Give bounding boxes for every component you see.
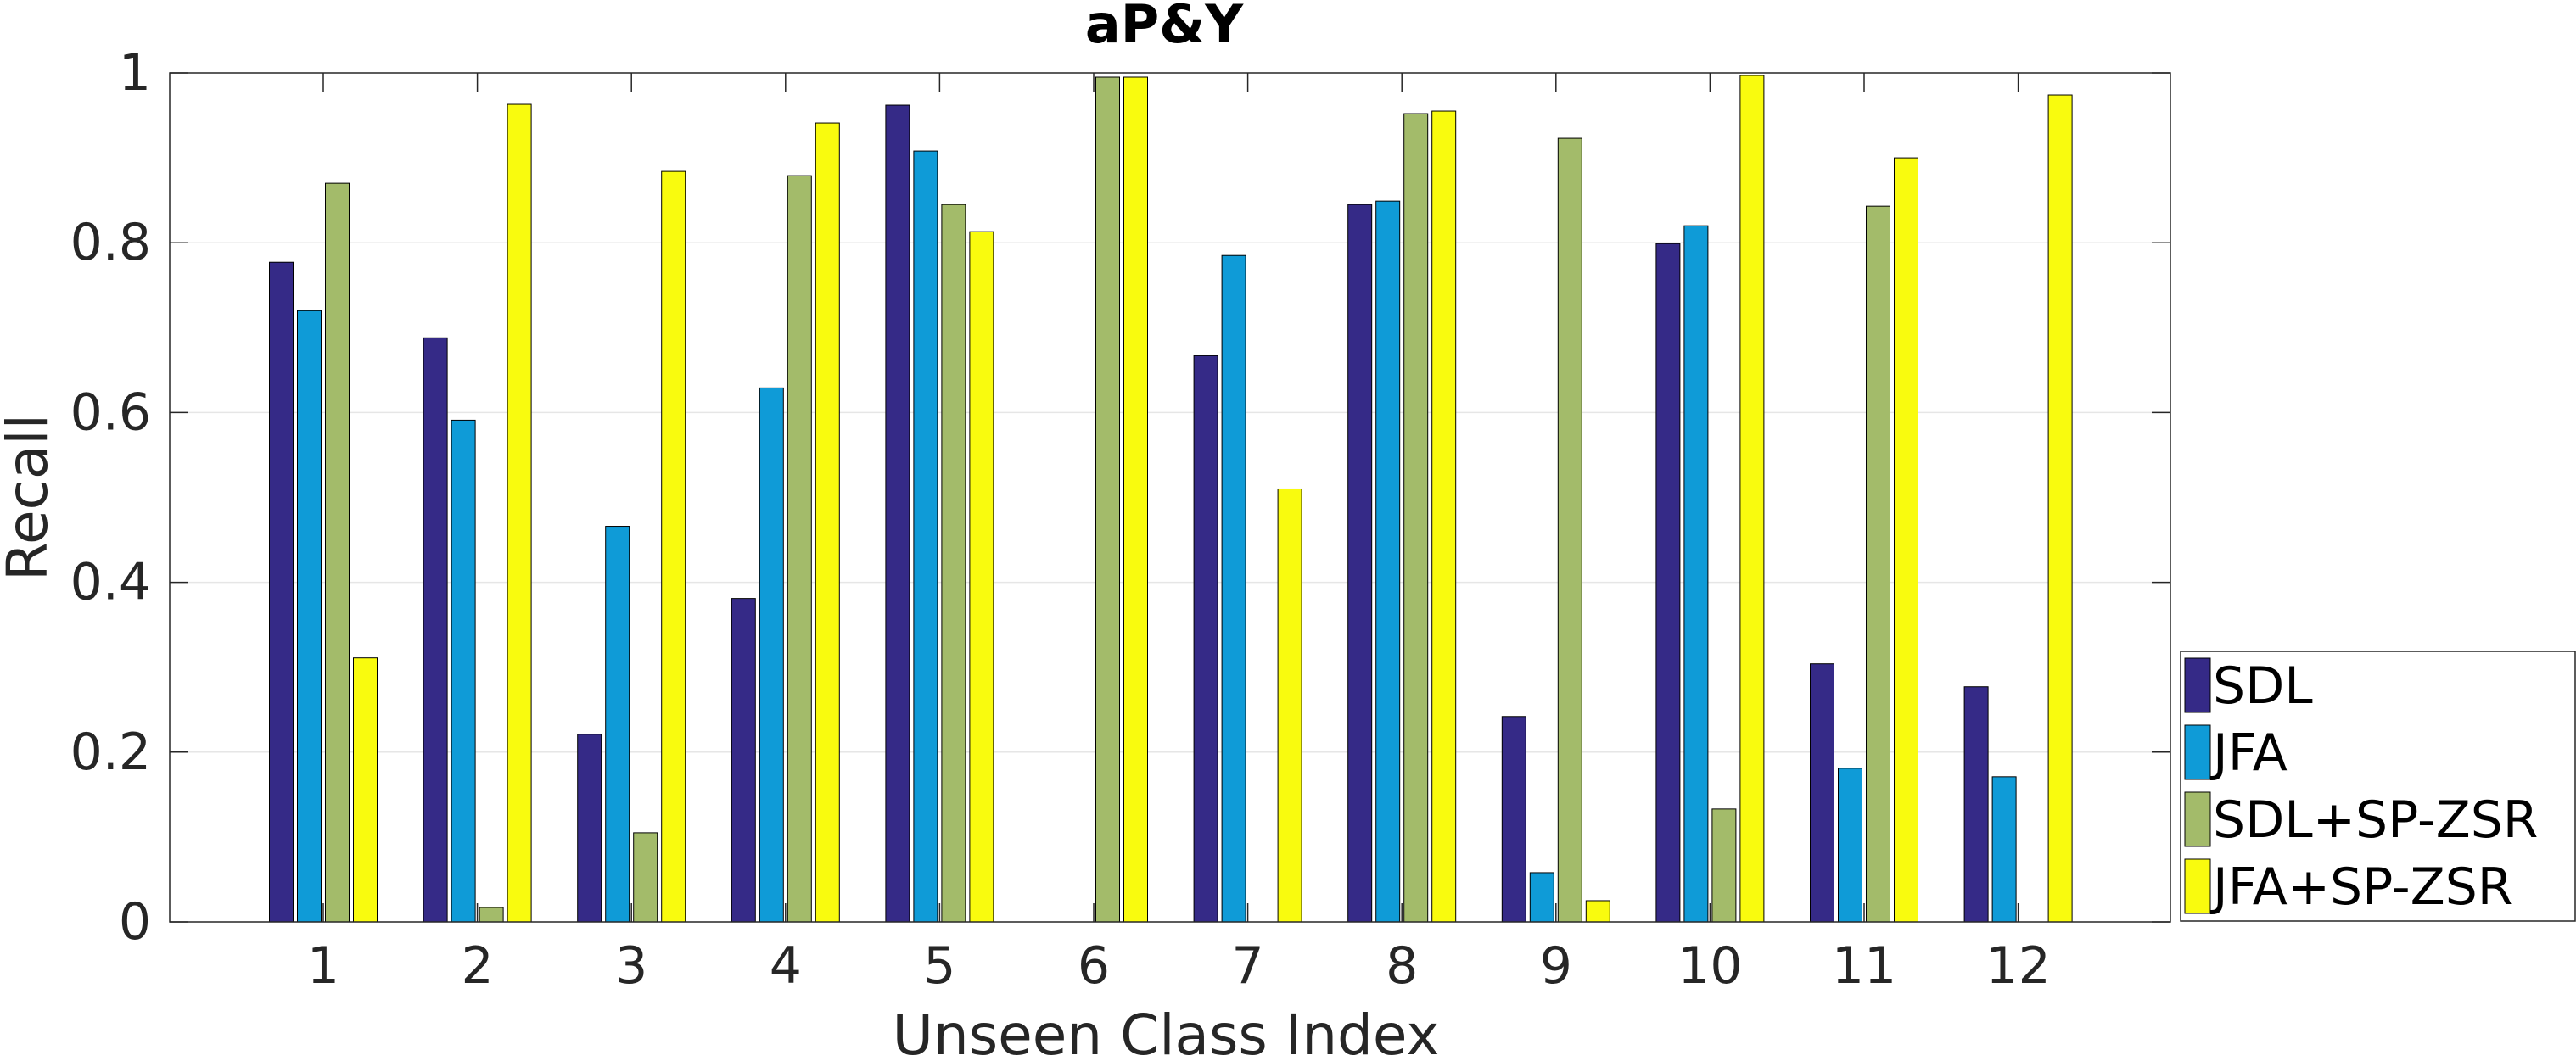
x-tick-label: 9 [1540,936,1572,996]
bar-sdl-sp-zsr-1 [325,182,350,923]
bar-jfa-3 [605,526,630,923]
bar-jfa-4 [759,387,784,923]
bar-sdl-10 [1655,243,1681,923]
bar-jfa-sp-zsr-12 [2047,94,2073,923]
bar-sdl-4 [731,598,756,923]
bar-jfa-sp-zsr-7 [1277,488,1302,923]
bar-jfa-2 [451,419,476,923]
legend-swatch [2184,724,2211,780]
legend-swatch [2184,858,2211,914]
legend-swatch [2184,657,2211,713]
bar-jfa-sp-zsr-4 [815,122,840,923]
y-tick-label: 0.2 [70,723,151,782]
bar-sdl-12 [1963,686,1989,923]
bar-sdl-sp-zsr-2 [479,907,504,923]
y-tick-label: 0.8 [70,213,151,272]
bar-jfa-11 [1838,768,1862,923]
x-tick-label: 10 [1677,936,1742,996]
grid-lines [170,242,2170,753]
x-tick-label: 7 [1232,936,1264,996]
x-tick-label: 12 [1985,936,2050,996]
bar-jfa-9 [1529,872,1554,923]
bar-jfa-sp-zsr-8 [1431,110,1457,923]
bars [269,75,2073,923]
bar-sdl-sp-zsr-10 [1711,808,1737,923]
bar-sdl-5 [885,104,910,923]
x-axis-ticks: 1 2 3 4 5 6 7 8 9 10 11 12 [307,73,2051,996]
legend-label: JFA [2209,723,2288,783]
bar-sdl-sp-zsr-4 [787,175,812,923]
bar-sdl-9 [1501,716,1526,923]
bar-sdl-8 [1347,204,1373,923]
bar-jfa-sp-zsr-9 [1585,900,1610,923]
chart-title: aP&Y [1085,0,1244,55]
bar-sdl-sp-zsr-6 [1095,76,1120,923]
y-tick-label: 0.6 [70,383,151,442]
legend-label: SDL [2213,656,2313,716]
bar-jfa-sp-zsr-1 [353,657,378,923]
legend-label: JFA+SP-ZSR [2209,857,2513,917]
bar-sdl-7 [1193,355,1218,923]
x-tick-label: 6 [1078,936,1110,996]
bar-jfa-sp-zsr-10 [1739,75,1765,923]
y-tick-label: 0.4 [70,553,151,612]
legend-swatch [2184,791,2211,847]
bar-sdl-1 [269,261,294,923]
x-axis-label: Unseen Class Index [893,1002,1440,1061]
y-axis-label: Recall [0,414,60,581]
x-tick-label: 1 [307,936,339,996]
bar-jfa-sp-zsr-5 [969,231,994,923]
y-tick-label: 0 [119,892,151,952]
plot-area-frame [169,72,2171,923]
bar-jfa-1 [297,310,322,923]
bar-sdl-3 [577,734,602,923]
bar-sdl-11 [1810,663,1834,923]
bar-jfa-sp-zsr-2 [507,103,532,923]
bar-sdl-sp-zsr-5 [941,204,966,923]
x-tick-label: 4 [770,936,802,996]
bar-sdl-sp-zsr-9 [1557,137,1582,923]
legend-box [2180,651,2576,922]
bar-jfa-12 [1991,776,2017,923]
x-tick-label: 5 [923,936,955,996]
x-tick-label: 2 [462,936,494,996]
bar-jfa-8 [1375,200,1401,923]
x-tick-label: 11 [1832,936,1896,996]
legend-label: SDL+SP-ZSR [2213,790,2538,850]
bar-sdl-sp-zsr-11 [1866,205,1890,923]
x-tick-label: 8 [1386,936,1418,996]
bar-jfa-10 [1683,225,1709,923]
x-tick-label: 3 [615,936,647,996]
bar-jfa-7 [1221,254,1246,923]
bar-jfa-5 [913,150,938,923]
y-axis-ticks: 0 0.2 0.4 0.6 0.8 1 [70,43,2170,952]
bar-jfa-sp-zsr-11 [1894,157,1918,923]
y-tick-label: 1 [119,43,151,103]
bar-sdl-2 [423,337,448,923]
bar-sdl-sp-zsr-8 [1403,113,1429,923]
legend: SDL JFA SDL+SP-ZSR JFA+SP-ZSR [2180,651,2576,922]
bar-jfa-sp-zsr-6 [1123,76,1148,923]
bar-jfa-sp-zsr-3 [661,170,686,923]
bar-sdl-sp-zsr-3 [633,832,658,923]
